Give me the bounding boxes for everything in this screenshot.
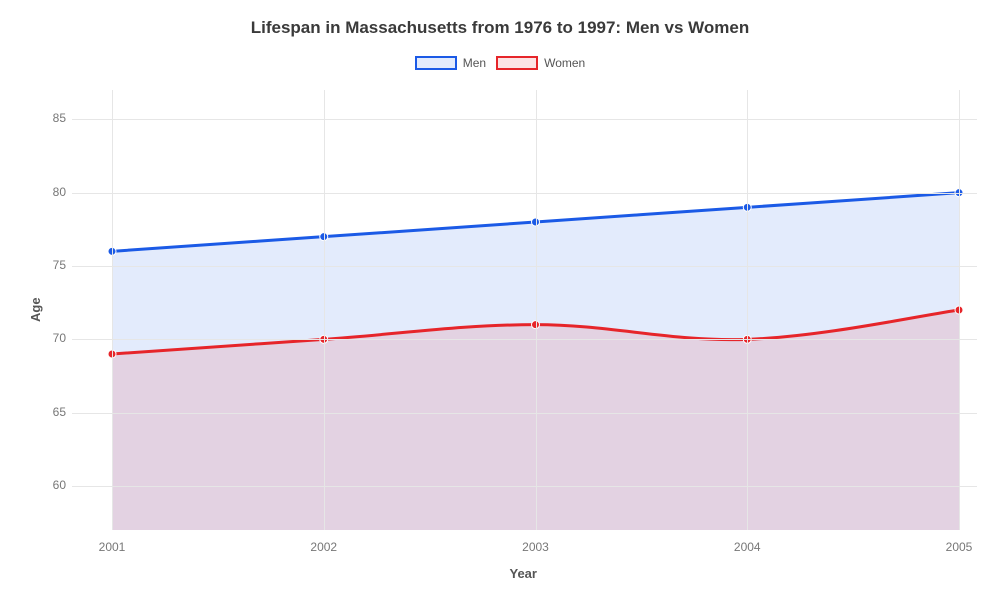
legend: Men Women xyxy=(0,56,1000,70)
chart-container: Lifespan in Massachusetts from 1976 to 1… xyxy=(0,0,1000,600)
y-tick-label: 80 xyxy=(42,185,66,199)
x-tick-label: 2003 xyxy=(516,540,556,554)
legend-item-women[interactable]: Women xyxy=(496,56,585,70)
y-tick-label: 75 xyxy=(42,258,66,272)
grid-line-x xyxy=(112,90,113,530)
y-axis-label: Age xyxy=(28,297,43,322)
legend-swatch-women xyxy=(496,56,538,70)
grid-line-x xyxy=(324,90,325,530)
grid-line-y xyxy=(72,119,977,120)
x-tick-label: 2005 xyxy=(939,540,979,554)
plot-area: 60657075808520012002200320042005 xyxy=(72,90,977,530)
y-tick-label: 85 xyxy=(42,111,66,125)
series-svg xyxy=(72,90,977,530)
y-tick-label: 70 xyxy=(42,331,66,345)
chart-title: Lifespan in Massachusetts from 1976 to 1… xyxy=(0,18,1000,38)
grid-line-x xyxy=(536,90,537,530)
grid-line-x xyxy=(747,90,748,530)
x-tick-label: 2004 xyxy=(727,540,767,554)
y-tick-label: 65 xyxy=(42,405,66,419)
grid-line-x xyxy=(959,90,960,530)
y-tick-label: 60 xyxy=(42,478,66,492)
grid-line-y xyxy=(72,193,977,194)
legend-swatch-men xyxy=(415,56,457,70)
legend-label-women: Women xyxy=(544,56,585,70)
grid-line-y xyxy=(72,413,977,414)
grid-line-y xyxy=(72,339,977,340)
legend-label-men: Men xyxy=(463,56,486,70)
grid-line-y xyxy=(72,486,977,487)
x-tick-label: 2001 xyxy=(92,540,132,554)
x-axis-label: Year xyxy=(510,566,537,581)
x-tick-label: 2002 xyxy=(304,540,344,554)
grid-line-y xyxy=(72,266,977,267)
legend-item-men[interactable]: Men xyxy=(415,56,486,70)
